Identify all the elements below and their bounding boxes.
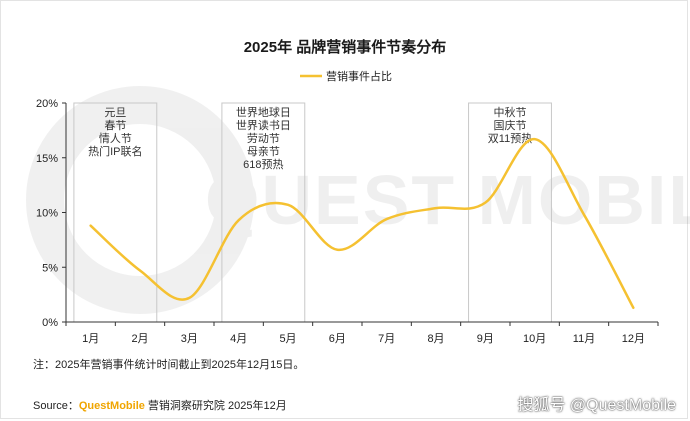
x-tick-label: 3月 bbox=[181, 333, 198, 345]
annotation-label: 元旦 bbox=[104, 107, 126, 119]
x-tick-label: 7月 bbox=[378, 333, 395, 345]
source-line: Source：QuestMobile 营销洞察研究院 2025年12月 bbox=[33, 397, 287, 413]
x-tick-label: 2月 bbox=[131, 333, 148, 345]
source-rest: 营销洞察研究院 2025年12月 bbox=[144, 400, 287, 412]
annotation-label: 世界地球日 bbox=[236, 105, 291, 119]
y-tick-label: 0% bbox=[42, 317, 58, 329]
legend: 营销事件占比 bbox=[300, 69, 392, 83]
x-tick-label: 12月 bbox=[622, 333, 645, 345]
corner-credit: 搜狐号 @QuestMobile bbox=[517, 397, 676, 414]
annotation-label: 热门IP联名 bbox=[88, 144, 142, 158]
annotation-label: 国庆节 bbox=[494, 118, 527, 132]
footnote: 注：2025年营销事件统计时间截止到2025年12月15日。 bbox=[33, 359, 305, 371]
y-tick-label: 10% bbox=[36, 208, 58, 220]
background-watermark: QUEST MOBILE bbox=[26, 86, 690, 314]
annotation-label: 双11预热 bbox=[488, 132, 532, 145]
watermark-text: QUEST MOBILE bbox=[205, 161, 690, 239]
annotation-label: 618预热 bbox=[243, 158, 283, 171]
series-line bbox=[89, 137, 635, 310]
x-tick-label: 10月 bbox=[523, 333, 546, 345]
annotation-label: 劳动节 bbox=[247, 132, 280, 145]
annotation-label: 世界读书日 bbox=[236, 118, 291, 132]
x-tick-label: 8月 bbox=[427, 333, 444, 345]
y-tick-label: 15% bbox=[36, 153, 58, 165]
source-prefix: Source： bbox=[33, 400, 79, 412]
chart-title: 2025年 品牌营销事件节奏分布 bbox=[243, 39, 447, 56]
x-tick-label: 1月 bbox=[82, 333, 99, 345]
x-tick-label: 11月 bbox=[573, 333, 595, 345]
y-tick-label: 20% bbox=[36, 98, 58, 110]
annotation-label: 春节 bbox=[104, 119, 126, 132]
source-brand: QuestMobile bbox=[78, 400, 145, 412]
x-tick-label: 5月 bbox=[279, 333, 296, 345]
x-tick-label: 9月 bbox=[477, 333, 494, 345]
legend-label: 营销事件占比 bbox=[326, 69, 392, 83]
y-tick-label: 5% bbox=[42, 262, 58, 274]
x-tick-label: 4月 bbox=[230, 333, 247, 345]
annotation-label: 中秋节 bbox=[494, 105, 527, 119]
annotation-label: 母亲节 bbox=[247, 144, 280, 158]
annotation-label: 情人节 bbox=[99, 132, 132, 145]
watermark-ring bbox=[26, 86, 254, 314]
x-tick-label: 6月 bbox=[329, 333, 346, 345]
